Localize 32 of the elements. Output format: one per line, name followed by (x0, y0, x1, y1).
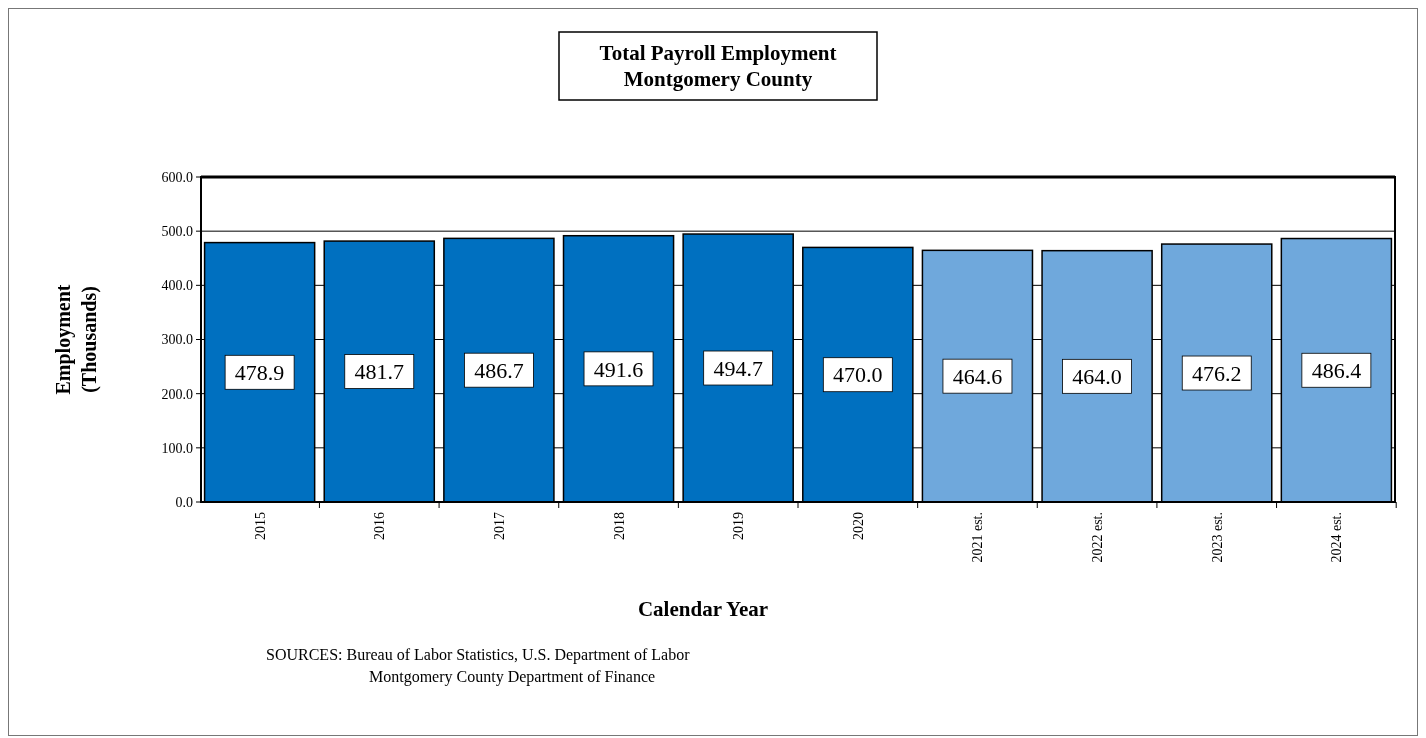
data-label: 470.0 (833, 362, 883, 388)
data-label: 486.7 (474, 357, 524, 383)
x-tick-label: 2024 est. (1329, 512, 1345, 563)
x-tick-label: 2019 (731, 512, 747, 540)
text: Montgomery County Department of Finance (369, 668, 656, 686)
x-tick-label: 2018 (611, 512, 627, 540)
x-tick-label: 2022 est. (1090, 512, 1106, 563)
data-label: 464.0 (1072, 364, 1122, 390)
y-axis-title: Employment (Thousands) (52, 284, 101, 395)
data-label: 476.2 (1191, 360, 1242, 386)
y-tick-label: 0.0 (175, 494, 193, 510)
data-label: 494.7 (713, 355, 763, 381)
x-tick-label: 2017 (491, 512, 507, 540)
y-tick-label: 200.0 (161, 386, 193, 402)
x-tick-label: 2021 est. (970, 512, 986, 563)
y-tick-label: 500.0 (161, 224, 193, 240)
data-label: 464.6 (952, 363, 1003, 389)
x-tick-label: 2023 est. (1209, 512, 1225, 563)
source-note: SOURCES: Bureau of Labor Statistics, U.S. Department of Labor (266, 646, 691, 664)
y-tick-label: 100.0 (161, 440, 193, 456)
y-tick-label: 300.0 (161, 332, 193, 348)
x-tick-label: 2015 (252, 512, 268, 540)
chart-title: Total Payroll Employment Montgomery County (599, 41, 837, 91)
data-label: 491.6 (593, 356, 644, 382)
data-label: 478.9 (234, 360, 285, 385)
y-tick-label: 600.0 (161, 169, 193, 185)
data-label: 481.7 (354, 359, 405, 385)
x-tick-label: 2020 (850, 512, 866, 540)
x-axis-title: Calendar Year (637, 597, 769, 621)
data-label: 486.4 (1311, 357, 1362, 383)
x-tick-label: 2016 (372, 512, 388, 540)
y-tick-label: 400.0 (161, 278, 193, 294)
